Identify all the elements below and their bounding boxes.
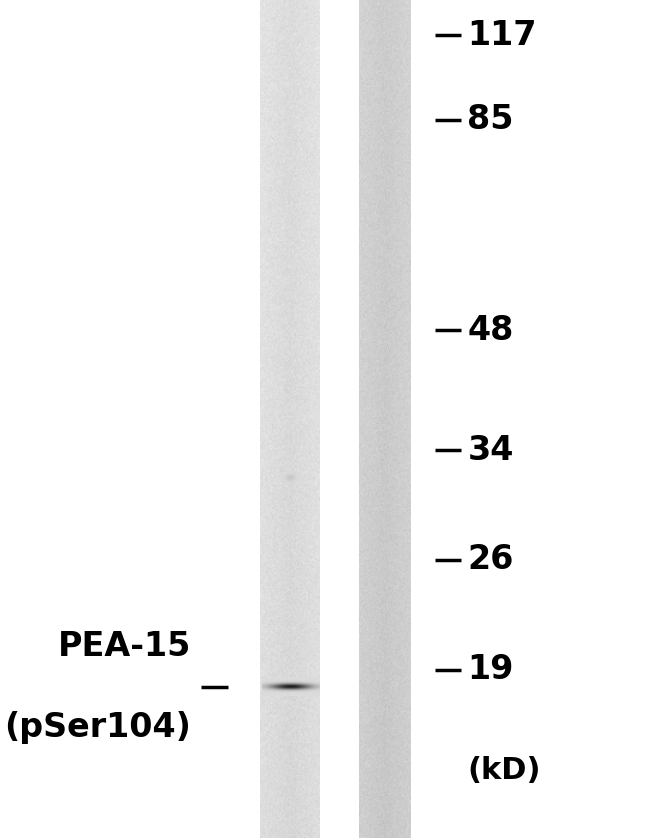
Text: (pSer104): (pSer104) xyxy=(5,711,191,744)
Text: 26: 26 xyxy=(467,543,513,577)
Text: 34: 34 xyxy=(467,433,513,467)
Text: 19: 19 xyxy=(467,653,513,686)
Text: 117: 117 xyxy=(467,18,537,52)
Text: (kD): (kD) xyxy=(467,757,541,785)
Text: PEA-15: PEA-15 xyxy=(58,630,191,664)
Text: 85: 85 xyxy=(467,103,514,137)
Text: 48: 48 xyxy=(467,313,513,347)
